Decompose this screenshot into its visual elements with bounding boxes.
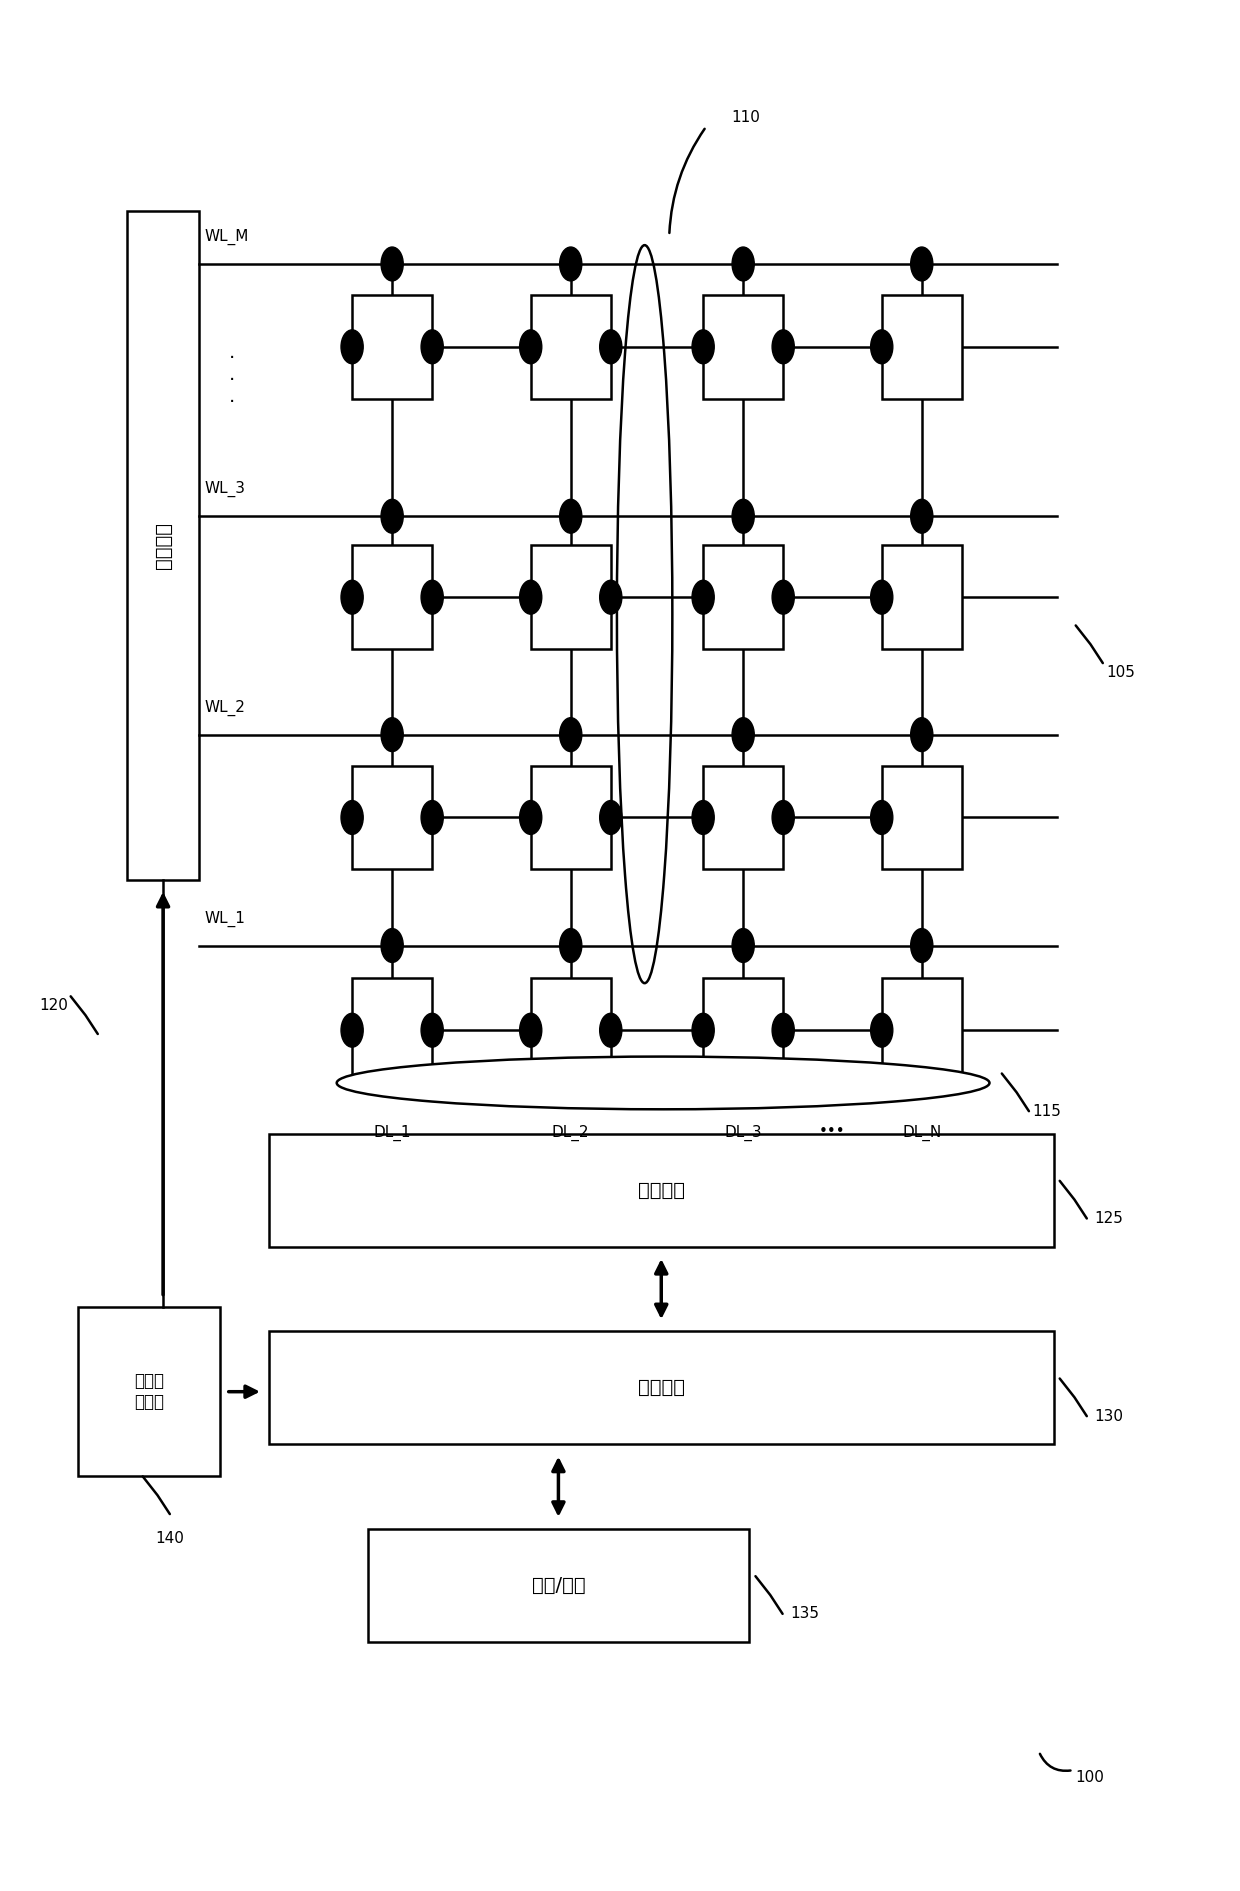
Circle shape xyxy=(692,581,714,615)
Text: 存储器
控制器: 存储器 控制器 xyxy=(134,1373,164,1411)
Circle shape xyxy=(692,800,714,834)
Circle shape xyxy=(732,499,754,533)
Circle shape xyxy=(692,1014,714,1048)
Circle shape xyxy=(520,800,542,834)
Text: 135: 135 xyxy=(790,1605,818,1621)
Text: 110: 110 xyxy=(730,110,760,125)
Circle shape xyxy=(870,800,893,834)
Bar xyxy=(531,978,611,1082)
Circle shape xyxy=(341,581,363,615)
Bar xyxy=(531,545,611,649)
Circle shape xyxy=(381,719,403,751)
Circle shape xyxy=(600,1014,621,1048)
Text: DL_2: DL_2 xyxy=(552,1125,589,1140)
Bar xyxy=(882,295,962,399)
Text: ·
·
·: · · · xyxy=(229,350,236,412)
Circle shape xyxy=(773,1014,795,1048)
Circle shape xyxy=(910,928,932,963)
Circle shape xyxy=(381,248,403,282)
Bar xyxy=(882,766,962,870)
Bar xyxy=(352,766,433,870)
Text: 115: 115 xyxy=(1033,1104,1061,1119)
Text: 感测组件: 感测组件 xyxy=(637,1180,684,1199)
Bar xyxy=(703,766,784,870)
Circle shape xyxy=(422,800,443,834)
Bar xyxy=(703,978,784,1082)
Bar xyxy=(367,1530,749,1641)
Text: DL_1: DL_1 xyxy=(373,1125,410,1140)
Circle shape xyxy=(732,928,754,963)
Bar xyxy=(269,1331,1054,1445)
Circle shape xyxy=(600,581,621,615)
Bar xyxy=(882,978,962,1082)
Circle shape xyxy=(773,581,795,615)
Circle shape xyxy=(422,329,443,363)
Text: •••: ••• xyxy=(818,1125,846,1140)
Circle shape xyxy=(422,581,443,615)
Circle shape xyxy=(600,800,621,834)
Circle shape xyxy=(520,329,542,363)
Bar xyxy=(531,295,611,399)
Text: 105: 105 xyxy=(1106,666,1136,681)
Text: DL_3: DL_3 xyxy=(724,1125,761,1140)
Bar xyxy=(352,545,433,649)
Bar xyxy=(352,978,433,1082)
Text: 行解码器: 行解码器 xyxy=(154,522,172,569)
Text: WL_3: WL_3 xyxy=(205,480,246,497)
Text: 100: 100 xyxy=(1076,1770,1105,1785)
Text: DL_N: DL_N xyxy=(903,1125,941,1140)
Circle shape xyxy=(559,719,582,751)
Text: WL_1: WL_1 xyxy=(205,910,246,927)
Bar xyxy=(78,1307,219,1477)
Text: WL_2: WL_2 xyxy=(205,700,246,717)
Circle shape xyxy=(910,499,932,533)
Circle shape xyxy=(870,1014,893,1048)
Text: 140: 140 xyxy=(155,1532,184,1547)
Bar xyxy=(703,545,784,649)
Circle shape xyxy=(870,329,893,363)
Ellipse shape xyxy=(337,1057,990,1110)
Bar xyxy=(882,545,962,649)
Circle shape xyxy=(422,1014,443,1048)
Bar xyxy=(703,295,784,399)
Text: 130: 130 xyxy=(1094,1409,1123,1424)
Circle shape xyxy=(732,248,754,282)
Bar xyxy=(128,212,198,879)
Circle shape xyxy=(600,329,621,363)
Circle shape xyxy=(559,499,582,533)
Text: 125: 125 xyxy=(1094,1210,1123,1225)
Circle shape xyxy=(341,329,363,363)
Circle shape xyxy=(773,329,795,363)
Text: 输入/输出: 输入/输出 xyxy=(532,1575,585,1596)
Circle shape xyxy=(692,329,714,363)
Circle shape xyxy=(381,928,403,963)
Circle shape xyxy=(910,719,932,751)
Circle shape xyxy=(520,1014,542,1048)
Bar xyxy=(531,766,611,870)
Circle shape xyxy=(910,248,932,282)
Text: 120: 120 xyxy=(40,998,68,1014)
Circle shape xyxy=(341,1014,363,1048)
Circle shape xyxy=(559,248,582,282)
Circle shape xyxy=(870,581,893,615)
Circle shape xyxy=(381,499,403,533)
Circle shape xyxy=(520,581,542,615)
Circle shape xyxy=(341,800,363,834)
Bar xyxy=(352,295,433,399)
Text: 列解码器: 列解码器 xyxy=(637,1379,684,1397)
Circle shape xyxy=(773,800,795,834)
Bar xyxy=(269,1135,1054,1246)
Circle shape xyxy=(732,719,754,751)
Text: WL_M: WL_M xyxy=(205,229,249,246)
Circle shape xyxy=(559,928,582,963)
